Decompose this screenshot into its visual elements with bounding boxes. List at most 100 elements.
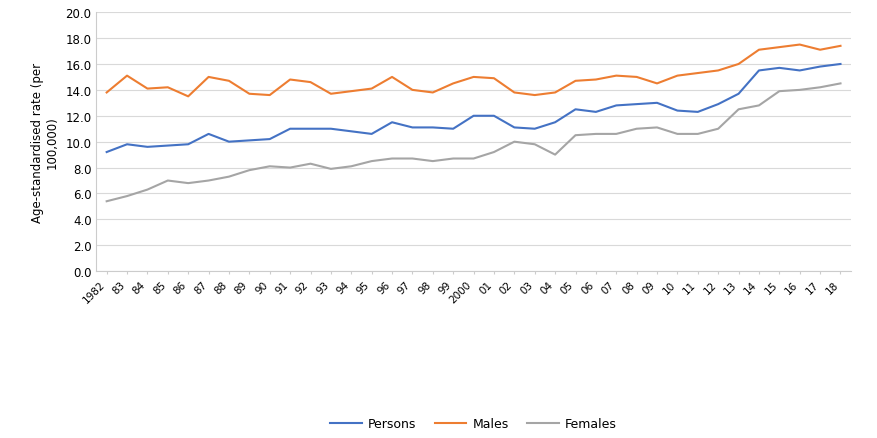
Females	[387, 156, 397, 162]
Females	[530, 142, 540, 148]
Males	[468, 75, 479, 80]
Persons	[835, 62, 845, 67]
Males	[122, 74, 132, 79]
Males	[835, 44, 845, 49]
Males	[815, 48, 825, 53]
Persons	[162, 144, 173, 149]
Y-axis label: Age-standardised rate (per
100,000): Age-standardised rate (per 100,000)	[31, 63, 59, 222]
Females	[488, 150, 499, 155]
Persons	[468, 114, 479, 119]
Persons	[672, 109, 682, 114]
Persons	[815, 65, 825, 70]
Males	[346, 89, 357, 95]
Males	[550, 91, 560, 96]
Females	[265, 164, 275, 170]
Females	[325, 167, 336, 172]
Males	[448, 81, 459, 87]
Persons	[733, 92, 744, 97]
Males	[530, 93, 540, 99]
Females	[509, 140, 519, 145]
Persons	[652, 101, 662, 106]
Persons	[693, 110, 703, 115]
Females	[611, 132, 622, 137]
Females	[122, 194, 132, 199]
Line: Males: Males	[107, 46, 840, 97]
Females	[672, 132, 682, 137]
Females	[285, 166, 296, 171]
Males	[509, 91, 519, 96]
Persons	[774, 66, 785, 71]
Persons	[305, 127, 316, 132]
Females	[774, 89, 785, 95]
Persons	[102, 150, 112, 155]
Females	[367, 159, 377, 164]
Females	[183, 181, 194, 186]
Persons	[488, 114, 499, 119]
Males	[142, 87, 153, 92]
Males	[305, 80, 316, 85]
Females	[835, 81, 845, 87]
Persons	[713, 102, 724, 107]
Males	[590, 78, 601, 83]
Males	[713, 69, 724, 74]
Females	[570, 133, 581, 138]
Females	[693, 132, 703, 137]
Males	[774, 46, 785, 51]
Persons	[550, 120, 560, 126]
Persons	[795, 69, 805, 74]
Persons	[122, 142, 132, 148]
Males	[367, 87, 377, 92]
Females	[142, 187, 153, 193]
Females	[162, 179, 173, 184]
Persons	[224, 140, 234, 145]
Persons	[183, 142, 194, 148]
Males	[285, 78, 296, 83]
Males	[488, 76, 499, 81]
Males	[652, 81, 662, 87]
Legend: Persons, Males, Females: Persons, Males, Females	[325, 412, 622, 435]
Persons	[387, 120, 397, 126]
Females	[346, 164, 357, 170]
Males	[387, 75, 397, 80]
Females	[468, 156, 479, 162]
Females	[713, 127, 724, 132]
Males	[265, 93, 275, 99]
Females	[428, 159, 438, 164]
Males	[325, 92, 336, 97]
Males	[183, 95, 194, 100]
Males	[795, 43, 805, 48]
Females	[224, 175, 234, 180]
Persons	[631, 102, 642, 107]
Females	[795, 88, 805, 93]
Persons	[509, 126, 519, 131]
Males	[733, 62, 744, 67]
Males	[693, 71, 703, 77]
Males	[102, 91, 112, 96]
Persons	[428, 126, 438, 131]
Females	[305, 162, 316, 167]
Males	[570, 79, 581, 84]
Persons	[367, 132, 377, 137]
Males	[203, 75, 214, 80]
Persons	[265, 137, 275, 142]
Males	[753, 48, 764, 53]
Females	[652, 126, 662, 131]
Males	[162, 85, 173, 91]
Females	[753, 103, 764, 109]
Females	[244, 168, 254, 173]
Persons	[407, 126, 417, 131]
Persons	[325, 127, 336, 132]
Females	[815, 85, 825, 91]
Persons	[244, 138, 254, 144]
Persons	[346, 129, 357, 134]
Females	[733, 107, 744, 113]
Persons	[590, 110, 601, 115]
Line: Females: Females	[107, 84, 840, 202]
Females	[407, 156, 417, 162]
Females	[550, 152, 560, 158]
Males	[224, 79, 234, 84]
Males	[244, 92, 254, 97]
Persons	[203, 132, 214, 137]
Persons	[448, 127, 459, 132]
Persons	[530, 127, 540, 132]
